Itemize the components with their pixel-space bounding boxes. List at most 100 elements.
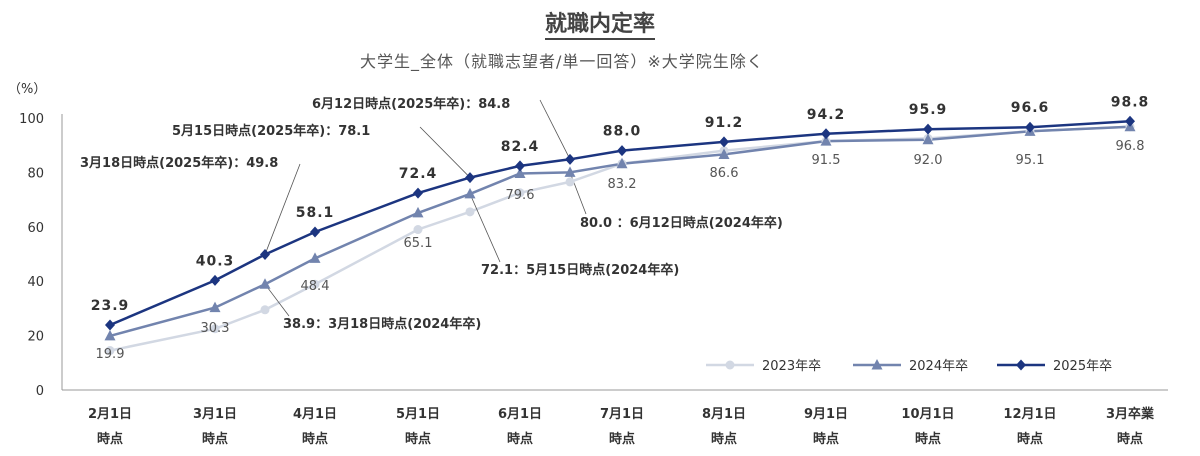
data-label: 83.2	[608, 177, 637, 192]
y-tick-label: 40	[27, 275, 44, 290]
data-point	[465, 172, 475, 184]
data-point	[210, 274, 220, 286]
x-tick-label-line2: 時点	[1117, 431, 1143, 447]
data-label: 98.8	[1111, 94, 1150, 110]
legend-marker	[871, 359, 883, 370]
data-label: 88.0	[603, 124, 642, 140]
x-tick-label-line2: 時点	[302, 431, 328, 447]
data-point	[105, 319, 115, 331]
y-axis-unit: （%）	[8, 82, 46, 97]
x-tick-label-line2: 時点	[202, 431, 228, 447]
data-labels: 23.9 40.3 58.1 72.4 82.4 88.0 91.2 94.2 95.9 96.6…	[91, 94, 1150, 362]
x-tick-label-line2: 時点	[609, 431, 635, 447]
data-point	[515, 188, 525, 198]
data-label: 96.6	[1011, 100, 1050, 116]
data-label: 40.3	[196, 253, 235, 269]
data-label: 91.5	[812, 153, 841, 168]
data-label: 91.2	[705, 115, 744, 131]
x-tick-label: 6月1日	[498, 407, 542, 422]
legend-label: 2023年卒	[762, 359, 821, 374]
x-tick-label-line2: 時点	[711, 431, 737, 447]
annotation-label: 80.0 ：6月12日時点(2024年卒)	[580, 215, 783, 231]
data-point	[104, 329, 116, 341]
x-tick-label: 8月1日	[702, 407, 746, 422]
data-label: 72.4	[399, 166, 438, 182]
data-point	[310, 279, 320, 289]
x-tick-label: 10月1日	[901, 407, 954, 422]
x-tick-label: 3月卒業	[1106, 406, 1155, 422]
legend-marker	[725, 360, 735, 370]
chart-title: 就職内定率	[0, 6, 1200, 40]
data-label: 94.2	[807, 107, 846, 123]
legend-label: 2024年卒	[909, 359, 968, 374]
legend: 2023年卒 2024年卒 2025年卒	[706, 359, 1112, 374]
data-label: 58.1	[296, 205, 335, 221]
annotation-label: 38.9：3月18日時点(2024年卒)	[283, 316, 481, 332]
data-point	[464, 187, 476, 199]
data-point	[465, 207, 475, 217]
annotation-label: 5月15日時点(2025年卒)：78.1	[172, 123, 370, 139]
y-tick-label: 60	[27, 221, 44, 236]
x-tick-label-line2: 時点	[1017, 431, 1043, 447]
legend-marker	[1016, 359, 1026, 371]
legend-label: 2025年卒	[1053, 359, 1112, 374]
data-label: 96.8	[1116, 139, 1145, 154]
annotation-leader	[469, 193, 501, 263]
x-tick-label-line2: 時点	[507, 431, 533, 447]
x-tick-label: 2月1日	[88, 407, 132, 422]
data-point	[820, 135, 832, 146]
data-point	[209, 301, 221, 313]
annotation-leader	[264, 283, 290, 317]
y-tick-label: 0	[36, 384, 44, 399]
series-lines	[109, 120, 1131, 352]
data-label: 23.9	[91, 298, 130, 314]
data-point	[210, 324, 220, 334]
data-label: 92.0	[914, 153, 943, 168]
annotation-leader	[264, 163, 301, 255]
data-label: 65.1	[404, 236, 433, 251]
x-tick-label: 4月1日	[293, 407, 337, 422]
data-label: 48.4	[301, 279, 330, 294]
data-point	[564, 166, 576, 177]
series-line	[109, 120, 1131, 327]
series-markers	[104, 115, 1136, 356]
data-point	[821, 128, 831, 140]
annotations: 6月12日時点(2025年卒)：84.8 5月15日時点(2025年卒)：78.1…	[80, 96, 783, 332]
data-point	[310, 226, 320, 238]
data-point	[1125, 115, 1135, 127]
annotation-leader	[539, 99, 571, 160]
data-point	[1025, 121, 1035, 133]
x-tick-label-line2: 時点	[915, 431, 941, 447]
data-label: 19.9	[96, 347, 125, 362]
data-point	[923, 123, 933, 135]
annotation-leader	[419, 126, 471, 178]
data-point	[413, 225, 423, 235]
y-tick-label: 100	[19, 112, 44, 127]
chart-subtitle: 大学生_全体（就職志望者/単一回答）※大学院生除く	[360, 52, 764, 71]
y-tick-label: 20	[27, 330, 44, 345]
x-tick-label: 12月1日	[1003, 407, 1056, 422]
x-tick-label-line2: 時点	[813, 431, 839, 447]
annotation-label: 6月12日時点(2025年卒)：84.8	[312, 96, 510, 112]
data-point	[260, 305, 270, 315]
data-point	[719, 136, 729, 148]
data-label: 95.9	[909, 102, 948, 118]
data-label: 30.3	[201, 321, 230, 336]
data-point	[514, 167, 526, 178]
data-point	[515, 160, 525, 172]
y-tick-label: 80	[27, 166, 44, 181]
data-point	[922, 133, 934, 145]
series-line	[109, 125, 1131, 338]
x-tick-label-line2: 時点	[97, 431, 123, 447]
data-label: 86.6	[710, 166, 739, 181]
data-point	[565, 153, 575, 165]
data-point	[105, 346, 115, 356]
annotation-label: 3月18日時点(2025年卒)：49.8	[80, 155, 278, 171]
data-label: 82.4	[501, 139, 540, 155]
data-point	[565, 177, 575, 187]
data-point	[616, 157, 628, 169]
data-label: 79.6	[506, 188, 535, 203]
data-point	[413, 187, 423, 199]
